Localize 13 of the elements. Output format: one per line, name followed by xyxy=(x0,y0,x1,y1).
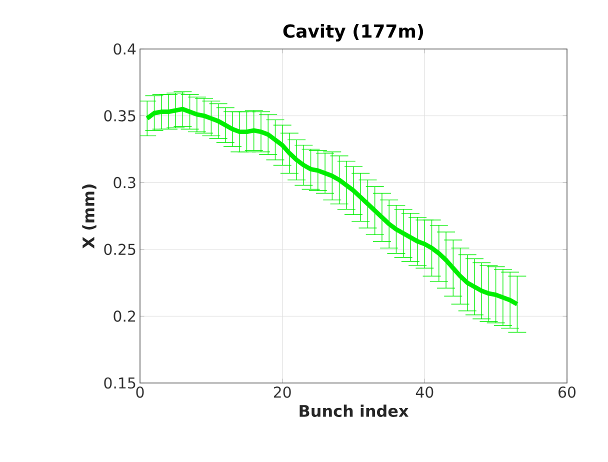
x-tick-label: 40 xyxy=(416,386,434,398)
x-axis-title: Bunch index xyxy=(300,404,409,417)
x-tick-label: 20 xyxy=(274,386,291,398)
y-tick-label: 0.4 xyxy=(114,43,136,55)
x-tick-label: 60 xyxy=(558,386,576,398)
chart-title: Cavity (177m) xyxy=(283,24,424,42)
y-tick-label: 0.35 xyxy=(104,110,136,122)
y-tick-label: 0.25 xyxy=(104,244,136,256)
x-tick-label: 0 xyxy=(136,386,144,398)
y-axis-title: X (mm) xyxy=(82,184,96,248)
y-tick-label: 0.15 xyxy=(104,377,136,389)
y-tick-label: 0.3 xyxy=(114,176,136,188)
y-tick-label: 0.2 xyxy=(114,310,135,322)
